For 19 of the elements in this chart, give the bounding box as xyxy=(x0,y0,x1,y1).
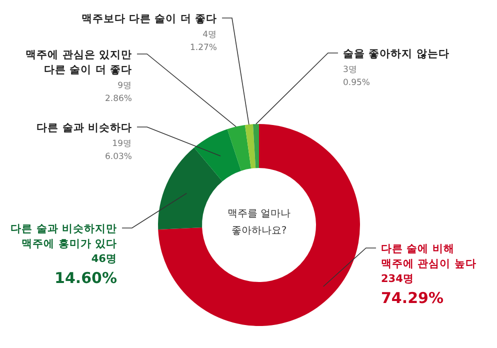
data-label: 19명 6.03% xyxy=(104,139,132,162)
data-label: 4명 1.27% xyxy=(190,30,217,53)
donut-slice xyxy=(244,124,256,169)
data-label: 46명 14.60% xyxy=(54,253,117,287)
data-label: 3명 0.95% xyxy=(343,65,370,88)
slice-label: 술을 좋아하지 않는다 xyxy=(343,48,450,60)
data-label: 9명 2.86% xyxy=(104,81,132,104)
slice-label: 다른 술에 비해 맥주에 관심이 높다 xyxy=(381,243,476,270)
data-label: 234명 74.29% xyxy=(381,273,444,307)
slice-label: 맥주에 관심은 있지만 다른 술이 더 좋다 xyxy=(26,49,132,76)
text: 맥주를 얼마나 좋아하나요? xyxy=(227,208,291,236)
slice-label: 다른 술과 비슷하지만 맥주에 흥미가 있다 xyxy=(10,223,117,250)
donut-slice xyxy=(158,124,360,326)
donut-slice xyxy=(227,124,252,171)
slice-label: 맥주보다 다른 술이 더 좋다 xyxy=(81,13,217,25)
slice-label: 다른 술과 비슷하다 xyxy=(36,122,132,134)
donut-slice xyxy=(252,124,259,168)
donut-slice xyxy=(158,148,222,230)
donut-slice xyxy=(194,129,242,182)
